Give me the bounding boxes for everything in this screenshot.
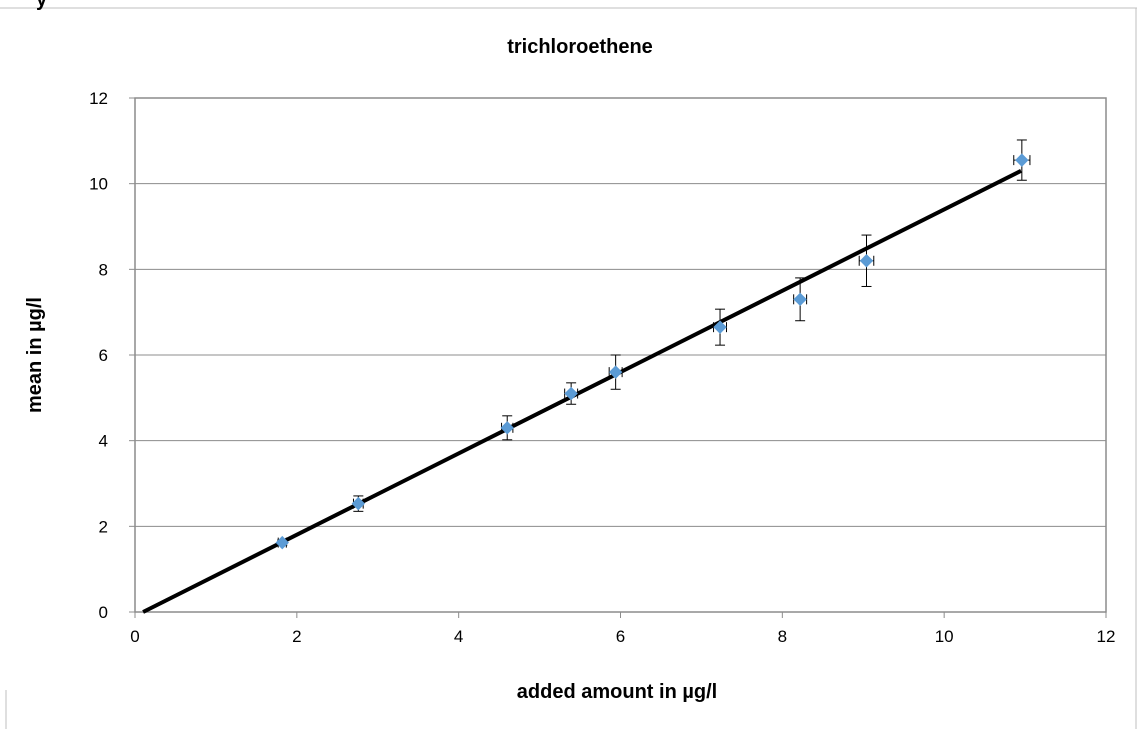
data-points [275,153,1029,550]
y-tick-label-1: 2 [99,517,108,536]
data-point-5 [713,320,727,334]
data-point-1 [351,496,366,511]
data-point-0 [275,535,289,550]
x-tick-label-6: 12 [1097,627,1116,646]
y-tick-label-5: 10 [89,175,108,194]
y-axis-title: mean in µg/l [24,297,46,413]
x-tick-label-4: 8 [778,627,787,646]
top-fragment-text: y [36,0,48,11]
y-tick-label-0: 0 [99,603,108,622]
data-point-8 [1015,153,1029,167]
data-point-4 [608,365,623,379]
x-axis-ticks: 0 2 4 6 8 10 12 [130,612,1115,646]
regression-line [142,169,1022,614]
x-tick-label-3: 6 [616,627,625,646]
x-tick-label-5: 10 [935,627,954,646]
y-tick-label-6: 12 [89,89,108,108]
data-point-7 [859,254,874,268]
data-point-2 [500,421,514,435]
x-tick-label-2: 4 [454,627,463,646]
y-tick-label-4: 8 [99,260,108,279]
x-tick-label-0: 0 [130,627,139,646]
data-point-3 [564,386,578,401]
y-tick-label-2: 4 [99,432,108,451]
x-axis-title: added amount in µg/l [517,681,717,703]
x-tick-label-1: 2 [292,627,301,646]
y-axis-ticks: 0 2 4 6 8 10 12 [89,89,135,622]
chart-title: trichloroethene [507,36,653,58]
y-tick-label-3: 6 [99,346,108,365]
data-point-6 [793,292,807,307]
